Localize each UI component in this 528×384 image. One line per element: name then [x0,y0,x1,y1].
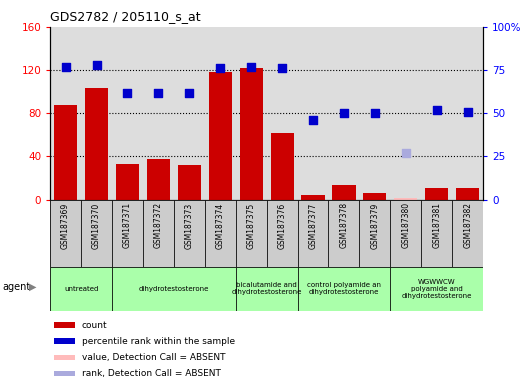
Bar [298,267,390,311]
Bar [54,371,76,376]
Bar [54,323,76,328]
Text: GSM187371: GSM187371 [123,202,132,248]
Point [309,117,317,123]
Text: GSM187380: GSM187380 [401,202,410,248]
Bar [54,104,77,200]
Bar [178,165,201,200]
Bar [267,200,298,267]
Text: GSM187375: GSM187375 [247,202,256,248]
Bar [421,200,452,267]
Bar [81,200,112,267]
Bar [390,267,483,311]
Text: GSM187382: GSM187382 [463,202,472,248]
Bar [390,200,421,267]
Bar [235,200,267,267]
Text: ▶: ▶ [29,282,36,292]
Bar [50,267,112,311]
Bar [240,68,263,200]
Bar [147,159,170,200]
Text: agent: agent [3,282,31,292]
Bar [301,195,325,200]
Text: GSM187370: GSM187370 [92,202,101,248]
Bar [270,133,294,200]
Bar [209,72,232,200]
Bar [360,200,390,267]
Text: control polyamide an
dihydrotestosterone: control polyamide an dihydrotestosterone [307,283,381,295]
Point [247,64,256,70]
Text: GSM187372: GSM187372 [154,202,163,248]
Point [432,107,441,113]
Bar [328,200,360,267]
Text: GSM187376: GSM187376 [278,202,287,248]
Point [216,65,224,71]
Text: percentile rank within the sample: percentile rank within the sample [82,337,235,346]
Bar [143,200,174,267]
Bar [452,200,483,267]
Text: untreated: untreated [64,286,98,292]
Point [464,109,472,115]
Bar [54,355,76,360]
Bar [394,197,418,200]
Point [154,89,163,96]
Text: dihydrotestosterone: dihydrotestosterone [139,286,209,292]
Text: GSM187373: GSM187373 [185,202,194,248]
Text: WGWWCW
polyamide and
dihydrotestosterone: WGWWCW polyamide and dihydrotestosterone [401,279,472,299]
Text: value, Detection Call = ABSENT: value, Detection Call = ABSENT [82,353,225,362]
Point [340,110,348,116]
Text: GSM187377: GSM187377 [308,202,317,248]
Bar [363,193,386,200]
Bar [332,185,355,200]
Point [123,89,131,96]
Text: count: count [82,321,107,329]
Text: GDS2782 / 205110_s_at: GDS2782 / 205110_s_at [50,10,201,23]
Bar [174,200,205,267]
Text: GSM187378: GSM187378 [340,202,348,248]
Bar [456,188,479,200]
Point [371,110,379,116]
Text: rank, Detection Call = ABSENT: rank, Detection Call = ABSENT [82,369,221,378]
Point [402,150,410,156]
Point [278,65,286,71]
Text: GSM187369: GSM187369 [61,202,70,248]
Bar [54,339,76,344]
Bar [205,200,235,267]
Bar [50,200,81,267]
Bar [116,164,139,200]
Point [61,64,70,70]
Text: GSM187381: GSM187381 [432,202,441,248]
Text: GSM187379: GSM187379 [370,202,380,248]
Bar [112,200,143,267]
Text: GSM187374: GSM187374 [216,202,225,248]
Bar [112,267,235,311]
Bar [85,88,108,200]
Point [185,89,194,96]
Bar [298,200,328,267]
Text: bicalutamide and
dihydrotestosterone: bicalutamide and dihydrotestosterone [231,283,302,295]
Bar [425,188,448,200]
Point [92,62,101,68]
Bar [235,267,298,311]
